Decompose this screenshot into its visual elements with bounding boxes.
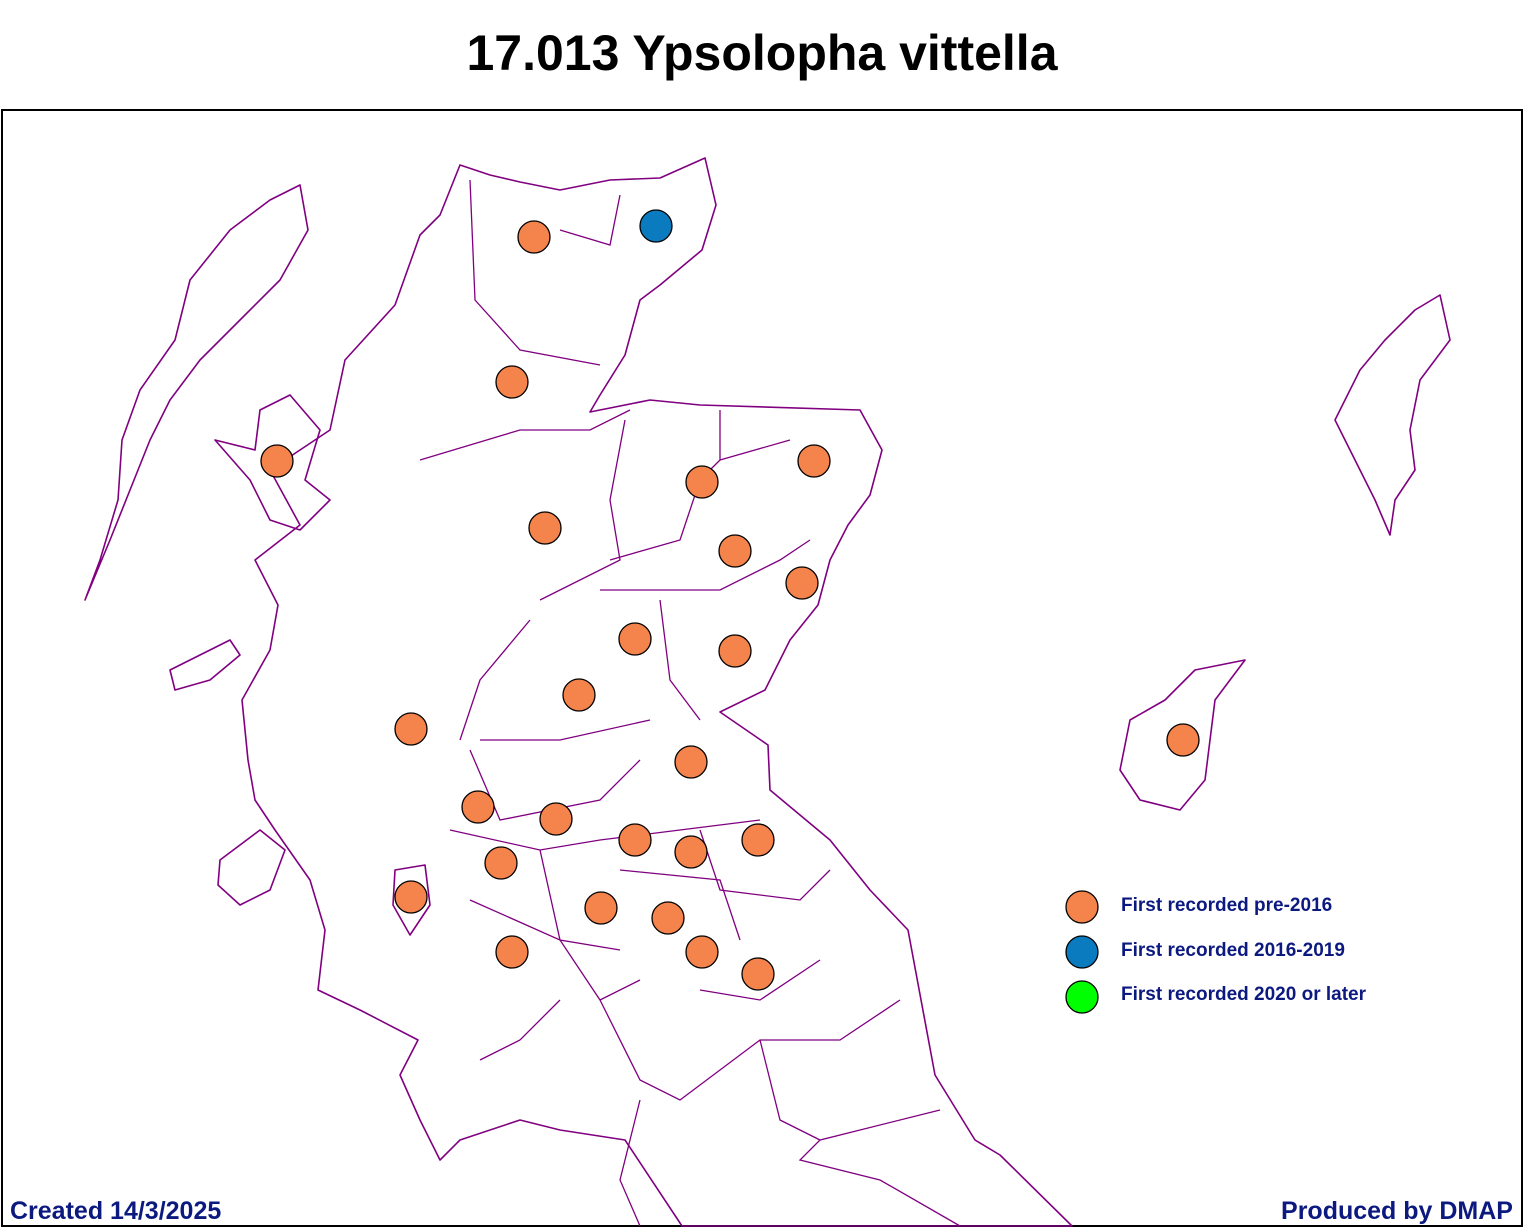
legend-swatch	[1065, 980, 1099, 1014]
map-title: 17.013 Ypsolopha vittella	[466, 25, 1058, 81]
record-dot	[718, 534, 752, 568]
mainland-coast	[241, 157, 1073, 1227]
record-dot	[741, 957, 775, 991]
arran	[392, 864, 431, 936]
record-dot	[651, 901, 685, 935]
legend-swatch	[1065, 890, 1099, 924]
skye	[214, 394, 331, 531]
record-dot	[394, 880, 428, 914]
legend-label: First recorded pre-2016	[1121, 895, 1332, 916]
record-dot	[484, 846, 518, 880]
vice-county-boundaries	[419, 179, 961, 1227]
legend-swatch	[1065, 935, 1099, 969]
record-dot	[584, 891, 618, 925]
record-dot	[528, 511, 562, 545]
records	[260, 209, 1200, 991]
record-dot	[639, 209, 673, 243]
outer-hebrides	[84, 184, 309, 601]
record-dot	[785, 566, 819, 600]
record-dot	[674, 835, 708, 869]
record-dot	[797, 444, 831, 478]
record-dot	[539, 802, 573, 836]
record-dot	[618, 823, 652, 857]
legend: First recorded pre-2016 First recorded 2…	[1065, 890, 1367, 1014]
record-dot	[741, 823, 775, 857]
record-dot	[260, 444, 294, 478]
record-dot	[562, 678, 596, 712]
legend-label: First recorded 2016-2019	[1121, 940, 1345, 961]
map-frame	[1, 109, 1523, 1227]
record-dot	[685, 935, 719, 969]
record-dot	[618, 622, 652, 656]
record-dot	[495, 365, 529, 399]
record-dot	[685, 465, 719, 499]
legend-label: First recorded 2020 or later	[1121, 984, 1367, 1005]
record-dot	[461, 790, 495, 824]
record-dot	[1166, 723, 1200, 757]
record-dot	[495, 935, 529, 969]
map-outline	[84, 157, 1451, 1227]
record-dot	[718, 634, 752, 668]
jura-islay	[217, 829, 286, 906]
created-date: Created 14/3/2025	[10, 1197, 221, 1225]
producer: Produced by DMAP	[1281, 1197, 1513, 1225]
shetland	[1334, 294, 1451, 536]
orkney	[1119, 659, 1246, 811]
record-dot	[517, 220, 551, 254]
record-dot	[674, 745, 708, 779]
record-dot	[394, 712, 428, 746]
mull	[169, 639, 241, 691]
